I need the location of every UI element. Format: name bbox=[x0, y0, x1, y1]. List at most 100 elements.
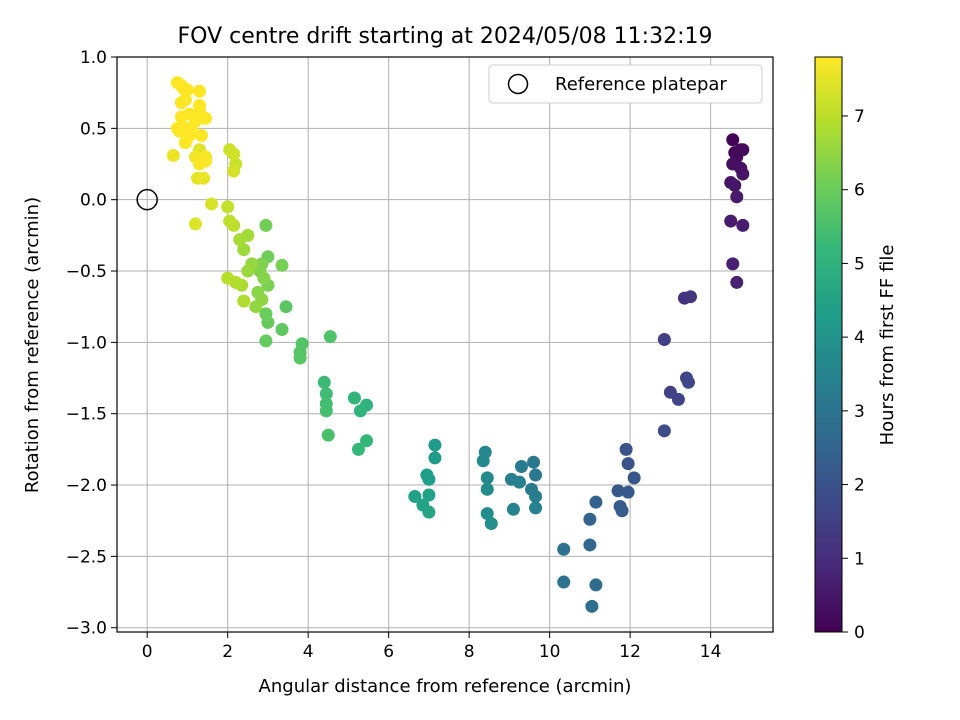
scatter-point bbox=[728, 178, 742, 192]
x-axis-ticks: 0 2 4 6 8 10 12 14 bbox=[142, 632, 722, 662]
scatter-point bbox=[657, 333, 671, 347]
scatter-point bbox=[233, 233, 247, 247]
colorbar-tick-label: 2 bbox=[854, 476, 865, 496]
scatter-point bbox=[514, 459, 528, 473]
scatter-point bbox=[241, 264, 255, 278]
scatter-point bbox=[619, 442, 633, 456]
y-tick-label: −1.0 bbox=[66, 333, 107, 353]
y-tick-label: −0.5 bbox=[66, 262, 107, 282]
scatter-point bbox=[730, 275, 744, 289]
scatter-point bbox=[736, 167, 750, 181]
scatter-point bbox=[279, 300, 293, 314]
scatter-point bbox=[408, 489, 422, 503]
legend-entry-label: Reference platepar bbox=[555, 74, 727, 95]
y-tick-label: 0.0 bbox=[80, 191, 107, 211]
scatter-point bbox=[726, 133, 740, 147]
y-tick-label: −2.0 bbox=[66, 476, 107, 496]
scatter-point bbox=[293, 351, 307, 365]
chart-title: FOV centre drift starting at 2024/05/08 … bbox=[178, 24, 713, 49]
scatter-point bbox=[428, 451, 442, 465]
scatter-point bbox=[657, 424, 671, 438]
scatter-point bbox=[583, 512, 597, 526]
scatter-point bbox=[627, 471, 641, 485]
y-tick-label: −2.5 bbox=[66, 547, 107, 567]
scatter-point bbox=[480, 482, 494, 496]
scatter-point bbox=[585, 599, 599, 613]
scatter-point bbox=[176, 81, 190, 95]
scatter-point bbox=[529, 468, 543, 482]
y-tick-label: −1.5 bbox=[66, 405, 107, 425]
y-tick-label: 1.0 bbox=[80, 48, 107, 68]
scatter-point bbox=[736, 143, 750, 157]
x-axis-label: Angular distance from reference (arcmin) bbox=[259, 676, 632, 697]
scatter-point bbox=[615, 504, 629, 518]
scatter-point bbox=[671, 392, 685, 406]
scatter-point bbox=[557, 575, 571, 589]
scatter-point bbox=[259, 307, 273, 321]
scatter-point bbox=[172, 124, 186, 138]
scatter-point bbox=[589, 578, 603, 592]
scatter-point bbox=[506, 502, 520, 516]
scatter-point bbox=[193, 99, 207, 113]
scatter-point bbox=[621, 485, 635, 499]
colorbar-tick-label: 3 bbox=[854, 402, 865, 422]
legend-marker-icon bbox=[507, 73, 529, 95]
scatter-point bbox=[188, 217, 202, 231]
scatter-point bbox=[249, 300, 263, 314]
scatter-point bbox=[237, 294, 251, 308]
scatter-point bbox=[683, 290, 697, 304]
colorbar-ticks: 0 1 2 3 4 5 6 7 bbox=[842, 107, 865, 643]
scatter-point bbox=[484, 517, 498, 531]
colorbar-tick-label: 5 bbox=[854, 254, 865, 274]
scatter-point bbox=[319, 404, 333, 418]
scatter-point bbox=[223, 214, 237, 228]
x-tick-label: 2 bbox=[222, 642, 233, 662]
scatter-point bbox=[529, 489, 543, 503]
colorbar-tick-label: 0 bbox=[854, 623, 865, 643]
scatter-point bbox=[199, 111, 213, 125]
scatter-point bbox=[428, 438, 442, 452]
scatter-point bbox=[726, 257, 740, 271]
x-tick-label: 14 bbox=[700, 642, 722, 662]
scatter-point bbox=[347, 391, 361, 405]
scatter-point bbox=[583, 538, 597, 552]
scatter-point bbox=[476, 454, 490, 468]
scatter-point bbox=[480, 471, 494, 485]
x-tick-label: 10 bbox=[539, 642, 561, 662]
scatter-point bbox=[351, 442, 365, 456]
colorbar-tick-label: 6 bbox=[854, 181, 865, 201]
scatter-point bbox=[512, 475, 526, 489]
y-tick-label: 0.5 bbox=[80, 119, 107, 139]
scatter-point bbox=[527, 455, 541, 469]
x-tick-label: 8 bbox=[464, 642, 475, 662]
colorbar-label: Hours from first FF file bbox=[877, 245, 898, 446]
scatter-point bbox=[197, 171, 211, 185]
scatter-point bbox=[221, 200, 235, 214]
y-tick-label: −3.0 bbox=[66, 619, 107, 639]
scatter-point bbox=[193, 84, 207, 98]
scatter-point bbox=[275, 323, 289, 337]
scatter-point bbox=[321, 428, 335, 442]
scatter-point bbox=[178, 136, 192, 150]
scatter-point bbox=[237, 243, 251, 257]
scatter-point bbox=[199, 154, 213, 168]
scatter-point bbox=[730, 190, 744, 204]
x-tick-label: 0 bbox=[142, 642, 153, 662]
scatter-point bbox=[195, 128, 209, 142]
scatter-point bbox=[422, 505, 436, 519]
plot-frame bbox=[116, 56, 774, 633]
scatter-point bbox=[422, 472, 436, 486]
scatter-point bbox=[227, 147, 241, 161]
reference-platepar-marker bbox=[136, 188, 158, 211]
scatter-point bbox=[166, 148, 180, 162]
scatter-point bbox=[480, 507, 494, 521]
scatter-point bbox=[589, 495, 603, 509]
scatter-point bbox=[184, 121, 198, 135]
x-tick-label: 4 bbox=[303, 642, 314, 662]
scatter-point bbox=[259, 334, 273, 348]
scatter-point bbox=[221, 271, 235, 285]
scatter-point bbox=[205, 197, 219, 211]
y-axis-label: Rotation from reference (arcmin) bbox=[22, 197, 43, 493]
scatter-point bbox=[557, 542, 571, 556]
